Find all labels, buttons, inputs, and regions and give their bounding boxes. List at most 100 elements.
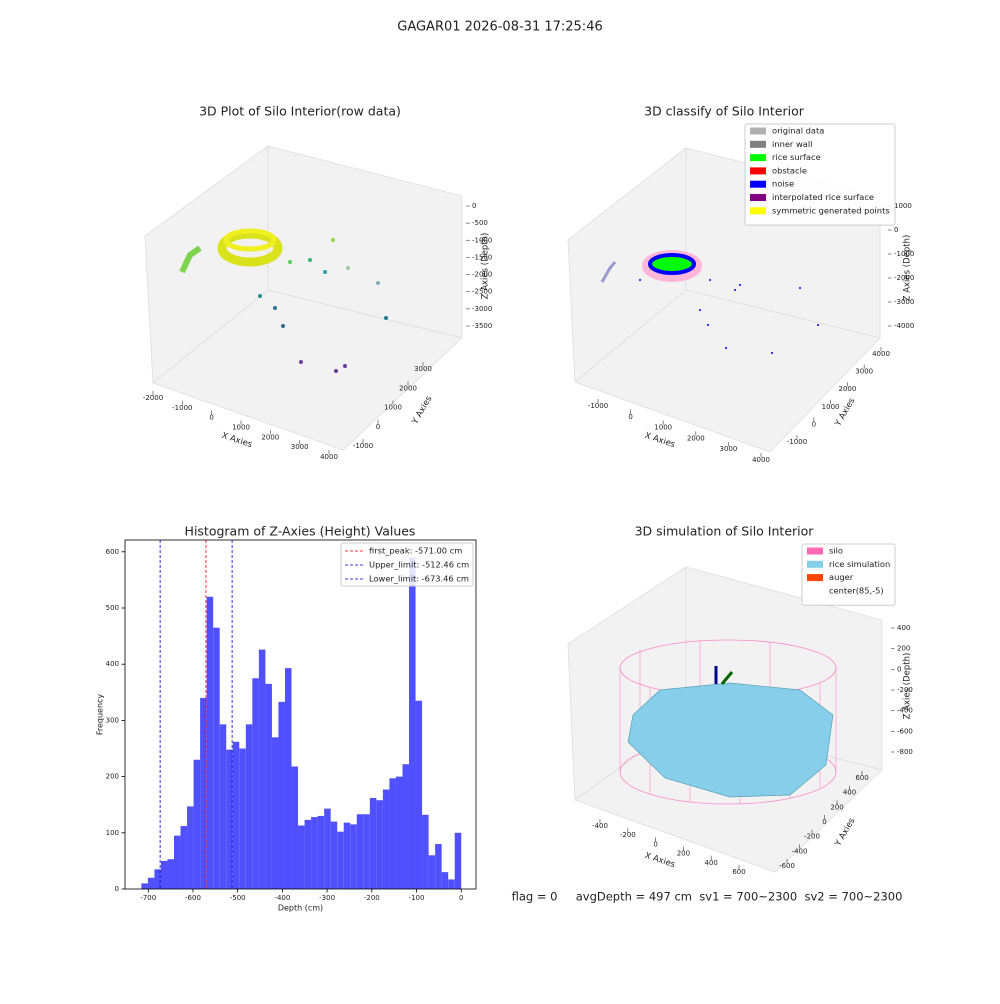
- legend-label: interpolated rice surface: [772, 192, 874, 202]
- bar: [141, 883, 148, 889]
- bar: [343, 822, 351, 889]
- x-tick-label: 3000: [719, 445, 737, 453]
- bar: [330, 821, 338, 889]
- bar: [278, 701, 285, 889]
- legend-swatch: [807, 587, 823, 595]
- bar: [265, 683, 272, 889]
- bar: [258, 649, 266, 889]
- legend-label: center(85,-5): [829, 585, 884, 595]
- chart-title: 3D Plot of Silo Interior(row data): [199, 104, 401, 119]
- bar: [422, 814, 429, 889]
- x-tick-label: -2000: [143, 394, 163, 402]
- y-tick-label: 400: [843, 789, 856, 797]
- x-tick-label: -100: [409, 894, 425, 902]
- legend-label: rice simulation: [829, 559, 890, 569]
- y-tick-label: 3000: [414, 365, 432, 373]
- bar: [271, 737, 279, 889]
- x-tick-label: 600: [732, 868, 745, 876]
- z-tick-label: 1000: [894, 202, 912, 210]
- silo-simulation: [619, 639, 837, 805]
- x-tick-label: -200: [620, 831, 636, 839]
- bar: [239, 748, 246, 889]
- bar: [174, 835, 181, 889]
- x-tick-label: 0: [628, 413, 632, 421]
- x-tick-label: -400: [592, 822, 608, 830]
- legend-label: Lower_limit: -673.46 cm: [369, 574, 469, 584]
- y-tick-label: -1000: [353, 442, 373, 450]
- bar: [409, 557, 416, 889]
- legend-label: rice surface: [772, 152, 821, 162]
- bar: [415, 700, 423, 889]
- chart-title: 3D classify of Silo Interior: [644, 104, 805, 119]
- x-tick-label: -600: [185, 894, 201, 902]
- z-tick-label: -200: [897, 686, 913, 694]
- z-tick-label: -2500: [472, 288, 492, 296]
- bar: [291, 766, 299, 889]
- bar: [369, 797, 377, 889]
- bar: [252, 678, 259, 889]
- z-tick-label: -400: [897, 707, 913, 715]
- bar: [154, 869, 161, 889]
- bar: [213, 627, 220, 889]
- x-tick-label: 2000: [687, 434, 705, 442]
- legend-label: Upper_limit: -512.46 cm: [369, 560, 469, 570]
- y-tick-label: 0: [822, 818, 826, 826]
- x-tick-label: 4000: [752, 456, 770, 464]
- z-tick-label: -800: [897, 748, 913, 756]
- legend-label: original data: [772, 126, 824, 136]
- x-tick-label: -700: [140, 894, 156, 902]
- legend-swatch: [750, 154, 766, 162]
- legend-box: [744, 123, 896, 226]
- bar: [187, 806, 194, 889]
- y-tick-label: 2000: [399, 384, 417, 392]
- y-tick-label: 3000: [855, 368, 873, 376]
- bar: [245, 724, 253, 889]
- x-tick-label: 0: [653, 840, 657, 848]
- x-tick-label: -200: [364, 894, 380, 902]
- z-tick-label: 200: [897, 645, 910, 653]
- point-cloud-raw: [179, 228, 388, 373]
- legend-box: [340, 542, 474, 587]
- bar: [389, 778, 396, 889]
- x-tick-label: 400: [705, 859, 718, 867]
- z-tick-label: -1500: [472, 253, 492, 261]
- y-tick-label: -200: [804, 833, 820, 841]
- legend-label: obstacle: [772, 165, 807, 175]
- z-tick-label: -3000: [472, 305, 492, 313]
- legend-label: auger: [829, 572, 854, 582]
- bar: [298, 825, 305, 889]
- x-axis-label: Depth (cm): [278, 904, 323, 913]
- bar: [311, 817, 318, 889]
- bar: [356, 814, 364, 889]
- z-tick-label: -3000: [894, 298, 914, 306]
- bar: [284, 668, 292, 889]
- bar: [232, 741, 240, 889]
- bar: [206, 596, 214, 889]
- panes-top-left: [144, 145, 463, 451]
- bar: [193, 759, 201, 889]
- bar: [382, 789, 390, 889]
- z-tick-label: 0: [894, 226, 898, 234]
- y-tick-label: 0: [376, 423, 380, 431]
- z-tick-label: -4000: [894, 322, 914, 330]
- bar: [428, 855, 436, 889]
- bar: [454, 832, 462, 889]
- z-tick-label: 0: [472, 202, 476, 210]
- point-cloud-classified: [600, 250, 819, 354]
- bar: [448, 879, 455, 889]
- y-tick-label: 200: [106, 773, 119, 781]
- x-tick-label: -400: [274, 894, 290, 902]
- z-tick-label: -600: [897, 727, 913, 735]
- legend-swatch: [750, 140, 766, 148]
- z-tick-label: -1000: [472, 236, 492, 244]
- bar: [167, 859, 175, 889]
- z-tick-label: 400: [897, 624, 910, 632]
- bar: [219, 724, 227, 889]
- x-tick-label: 2000: [261, 433, 279, 441]
- z-axis-label: Z Axies (Depth): [903, 235, 913, 302]
- legend-label: symmetric generated points: [772, 205, 890, 215]
- z-axis-label: Z Axies (Depth): [903, 653, 913, 720]
- y-tick-label: 100: [106, 829, 119, 837]
- x-tick-label: -300: [319, 894, 335, 902]
